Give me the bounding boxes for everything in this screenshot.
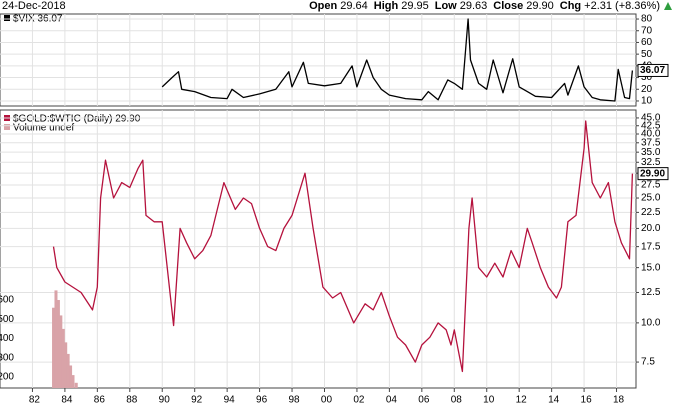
vix-panel (0, 13, 637, 107)
x-tick-label: 04 (386, 395, 398, 406)
quote-value: 29.95 (401, 0, 429, 12)
y2-tick-label: 200 (0, 372, 14, 383)
y-tick-label: 10.0 (641, 318, 661, 329)
last-value-badge (637, 167, 669, 181)
y-tick-label: 70 (641, 25, 653, 36)
x-tick-label: 84 (61, 395, 73, 406)
volume-bar (54, 290, 58, 388)
volume-bar (71, 375, 75, 388)
x-tick-label: 12 (516, 395, 528, 406)
x-tick-label: 94 (224, 395, 236, 406)
volume-bar (59, 315, 63, 388)
quote-value: +2.31 (+8.36%) (584, 0, 660, 12)
panel-title: $GOLD:$WTIC (Daily) 29.90 (13, 114, 141, 125)
quote-value: 29.90 (526, 0, 554, 12)
y-tick-label: 80 (641, 14, 653, 25)
y-tick-label: 37.5 (641, 137, 661, 148)
volume-bar (66, 353, 70, 388)
last-value-label: 29.90 (640, 168, 665, 179)
x-tick-label: 92 (191, 395, 203, 406)
x-tick-label: 10 (483, 395, 495, 406)
y-tick-label: 50 (641, 49, 653, 60)
y2-tick-label: 600 (0, 295, 14, 306)
x-tick-label: 88 (126, 395, 138, 406)
volume-bar (52, 307, 56, 388)
quote-label: Close (493, 0, 523, 12)
quote-value: 29.64 (340, 0, 368, 12)
y-tick-label: 40.0 (641, 129, 661, 140)
x-tick-label: 98 (288, 395, 300, 406)
y-tick-label: 22.5 (641, 207, 661, 218)
volume-bar (64, 342, 68, 388)
y-tick-label: 7.5 (641, 357, 655, 368)
y2-tick-label: 400 (0, 333, 14, 344)
y2-tick-label: 500 (0, 314, 14, 325)
quote-label: High (374, 0, 399, 12)
x-tick-label: 86 (94, 395, 106, 406)
quote-label: Chg (560, 0, 581, 12)
volume-bar (69, 365, 73, 388)
y-tick-label: 20 (641, 84, 653, 95)
date: 24-Dec-2018 (2, 0, 66, 12)
volume-bar (56, 300, 60, 388)
quote-value: 29.63 (460, 0, 488, 12)
volume-bar (61, 328, 65, 388)
y-tick-label: 42.5 (641, 120, 661, 131)
y-tick-label: 32.5 (641, 157, 661, 168)
quotes: Open 29.64 High 29.95 Low 29.63 Close 29.90 Chg +… (309, 0, 660, 12)
quote-label: Open (309, 0, 337, 12)
up-icon (664, 2, 672, 10)
x-tick-label: 90 (159, 395, 171, 406)
ratio-panel (0, 109, 637, 389)
x-tick-label: 18 (613, 395, 625, 406)
y-tick-label: 30 (641, 72, 653, 83)
series-line (161, 18, 634, 102)
quote-label: Low (435, 0, 457, 12)
x-tick-label: 06 (418, 395, 430, 406)
x-tick-label: 00 (321, 395, 333, 406)
y-tick-label: 17.5 (641, 241, 661, 252)
volume-bar (74, 382, 78, 388)
x-tick-label: 96 (256, 395, 268, 406)
y-tick-label: 35.0 (641, 147, 661, 158)
y-tick-label: 20.0 (641, 223, 661, 234)
x-tick-label: 16 (581, 395, 593, 406)
legend-swatch (4, 15, 10, 21)
last-value-label: 36.07 (640, 65, 665, 76)
x-tick-label: 08 (451, 395, 463, 406)
series-line (52, 120, 634, 373)
panel-subtitle: Volume undef (13, 123, 74, 134)
y-tick-label: 60 (641, 37, 653, 48)
y-tick-label: 15.0 (641, 262, 661, 273)
y-tick-label: 10 (641, 96, 653, 107)
last-value-badge (637, 63, 669, 77)
y-tick-label: 12.5 (641, 287, 661, 298)
y-tick-label: 27.5 (641, 180, 661, 191)
y-tick-label: 45.0 (641, 113, 661, 124)
x-tick-label: 14 (548, 395, 560, 406)
y2-tick-label: 300 (0, 352, 14, 363)
y-tick-label: 25.0 (641, 193, 661, 204)
x-tick-label: 02 (353, 395, 365, 406)
x-tick-label: 82 (29, 395, 41, 406)
legend-swatch (4, 124, 10, 130)
